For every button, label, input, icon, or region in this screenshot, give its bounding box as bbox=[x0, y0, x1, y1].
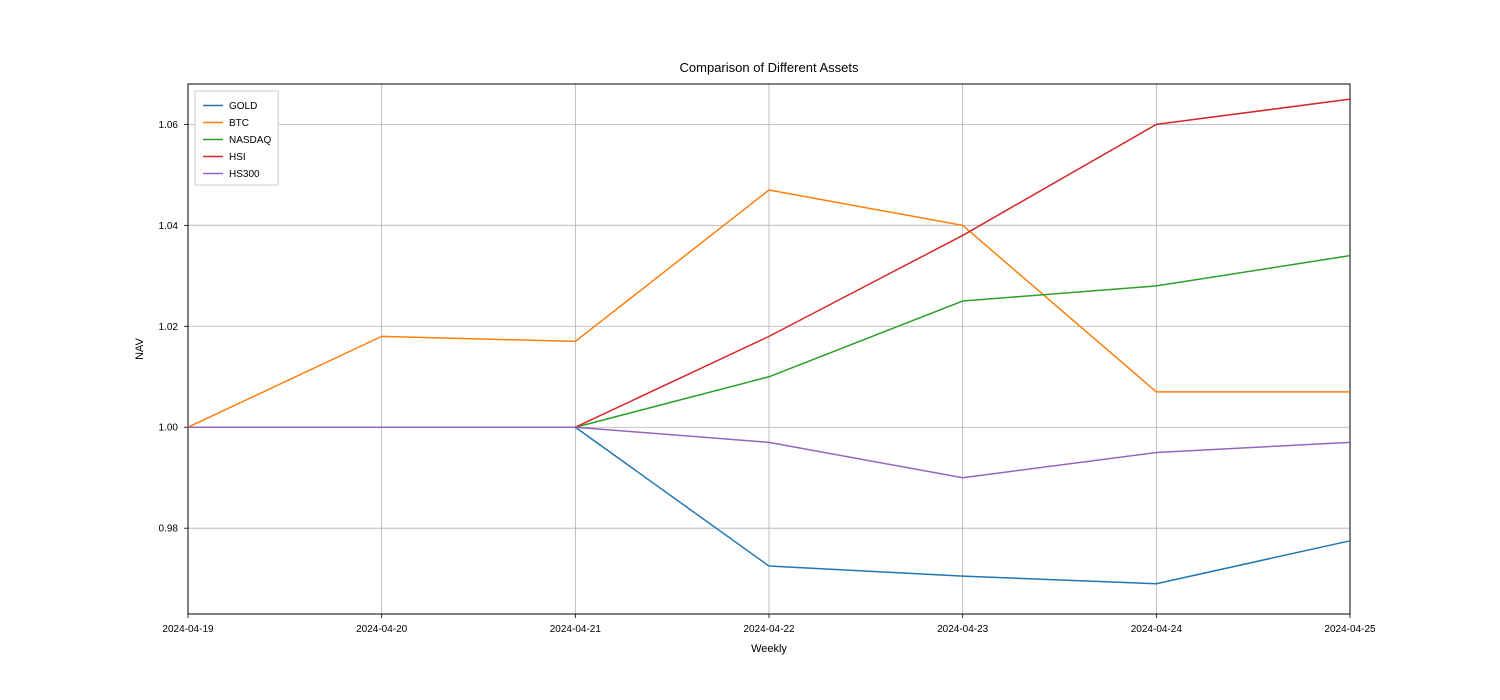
legend-label: GOLD bbox=[229, 101, 257, 112]
x-tick-label: 2024-04-24 bbox=[1131, 624, 1183, 635]
legend-label: HSI bbox=[229, 152, 246, 163]
y-tick-label: 0.98 bbox=[159, 524, 179, 535]
legend-label: NASDAQ bbox=[229, 135, 271, 146]
x-tick-label: 2024-04-25 bbox=[1324, 624, 1376, 635]
chart-title: Comparison of Different Assets bbox=[680, 60, 859, 75]
x-tick-label: 2024-04-20 bbox=[356, 624, 408, 635]
legend-label: BTC bbox=[229, 118, 249, 129]
y-tick-label: 1.04 bbox=[159, 221, 179, 232]
x-tick-label: 2024-04-22 bbox=[743, 624, 795, 635]
y-tick-label: 1.00 bbox=[159, 423, 179, 434]
line-chart: 2024-04-19 2024-04-20 2024-04-21 2024-04-22… bbox=[0, 0, 1500, 700]
chart-container: 2024-04-19 2024-04-20 2024-04-21 2024-04-22… bbox=[0, 0, 1500, 700]
y-tick-label: 1.02 bbox=[159, 322, 179, 333]
y-axis-label: NAV bbox=[134, 337, 146, 359]
x-axis-label: Weekly bbox=[751, 643, 787, 655]
x-tick-label: 2024-04-19 bbox=[162, 624, 214, 635]
legend-label: HS300 bbox=[229, 169, 260, 180]
x-tick-label: 2024-04-23 bbox=[937, 624, 989, 635]
y-tick-label: 1.06 bbox=[159, 120, 179, 131]
x-tick-label: 2024-04-21 bbox=[550, 624, 602, 635]
